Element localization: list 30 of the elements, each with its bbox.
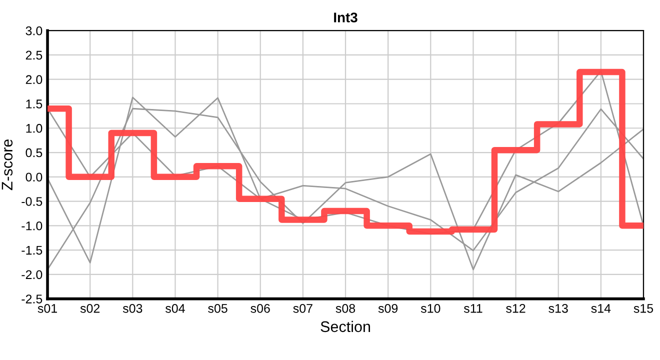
x-axis-title: Section (320, 320, 370, 332)
y-tick-label: 1.0 (26, 124, 42, 133)
x-tick-label: s11 (464, 304, 482, 313)
y-tick-label: 1.5 (26, 100, 42, 108)
y-tick-label: -0.5 (22, 197, 42, 206)
chart-title: Int3 (334, 12, 358, 22)
x-tick-label: s02 (80, 304, 100, 313)
x-tick-label: s12 (506, 304, 526, 313)
x-tick-label: s08 (336, 304, 356, 313)
y-tick-label: -1.5 (22, 246, 42, 255)
y-tick-label: -2.0 (22, 270, 42, 280)
x-tick-label: s09 (378, 304, 398, 313)
y-tick-label: 3.0 (26, 26, 42, 36)
y-tick-label: 2.5 (26, 50, 42, 60)
y-tick-label: -1.0 (22, 221, 42, 230)
x-tick-label: s14 (591, 304, 611, 313)
x-tick-label: s01 (38, 304, 57, 313)
x-tick-label: s05 (208, 304, 228, 313)
x-tick-label: s06 (250, 304, 270, 313)
y-tick-label: -2.5 (22, 294, 42, 304)
y-tick-label: 2.0 (26, 75, 42, 84)
x-tick-label: s10 (420, 304, 440, 313)
x-tick-label: s04 (166, 304, 185, 313)
x-tick-label: s03 (122, 304, 142, 313)
y-axis-title: Z-score (2, 139, 13, 190)
x-tick-label: s07 (293, 304, 312, 313)
x-tick-label: s13 (548, 304, 568, 313)
y-tick-label: 0.0 (26, 172, 42, 182)
y-tick-label: 0.5 (26, 148, 42, 158)
x-tick-label: s15 (634, 304, 654, 313)
